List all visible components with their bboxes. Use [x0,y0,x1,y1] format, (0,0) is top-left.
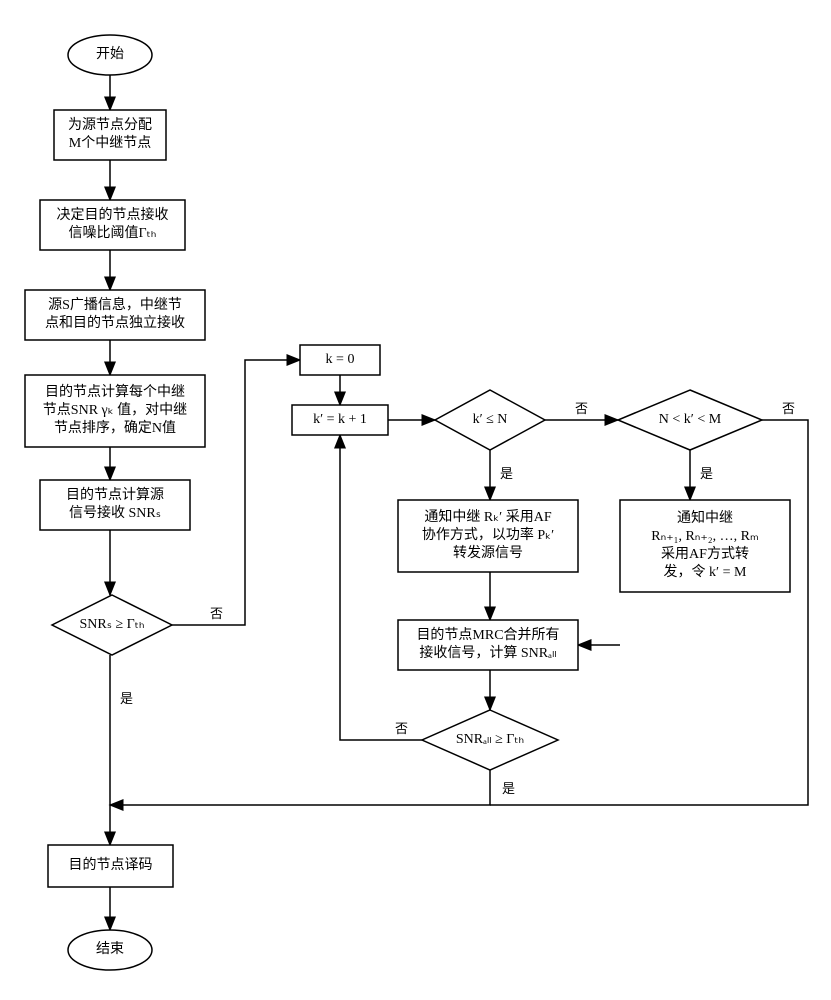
node-b5: 目的节点计算源信号接收 SNRₛ [40,480,190,530]
svg-text:结束: 结束 [96,941,124,957]
edge-label-17: 否 [395,721,408,736]
flowchart: 开始为源节点分配 M个中继节点决定目的节点接收信噪比阈值Γₜₕ 源S广播信息，中继节… [0,0,831,1000]
node-b8: 通知中继 Rₙ₊₁, Rₙ₊₂, …, Rₘ 采用AF方式转发，令 k′ = M [620,500,790,592]
svg-text:目的节点计算每个中继: 目的节点计算每个中继 [45,384,185,400]
svg-text:源S广播信息，中继节: 源S广播信息，中继节 [48,296,182,313]
svg-text:协作方式，以功率 Pₖ′: 协作方式，以功率 Pₖ′ [422,526,554,543]
svg-text:决定目的节点接收: 决定目的节点接收 [57,206,169,223]
edge-label-13: 是 [700,466,713,481]
node-b9: 目的节点MRC合并所有接收信号，计算 SNRₐₗₗ [398,620,578,670]
svg-text:目的节点计算源: 目的节点计算源 [66,487,164,503]
node-b3: 源S广播信息，中继节点和目的节点独立接收 [25,290,205,340]
node-d4: SNRₐₗₗ ≥ Γₜₕ [422,710,558,770]
svg-text:采用AF方式转: 采用AF方式转 [661,546,749,562]
node-b1: 为源节点分配 M个中继节点 [54,110,166,160]
svg-text:k′ ≤ N: k′ ≤ N [473,412,508,427]
svg-text:目的节点MRC合并所有: 目的节点MRC合并所有 [416,627,559,643]
node-b7: 通知中继 Rₖ′ 采用AF协作方式，以功率 Pₖ′ 转发源信号 [398,500,578,572]
edge-18 [110,770,490,805]
svg-text:发，令 k′ = M: 发，令 k′ = M [664,564,747,580]
svg-text:k = 0: k = 0 [326,352,355,367]
edge-17 [340,435,422,740]
svg-text:M个中继节点: M个中继节点 [69,135,151,151]
svg-text:点和目的节点独立接收: 点和目的节点独立接收 [45,314,185,331]
node-k0: k = 0 [300,345,380,375]
node-d2: k′ ≤ N [435,390,545,450]
node-kinc: k′ = k + 1 [292,405,388,435]
svg-text:k′ = k + 1: k′ = k + 1 [313,412,367,427]
svg-text:Rₙ₊₁, Rₙ₊₂, …, Rₘ: Rₙ₊₁, Rₙ₊₂, …, Rₘ [651,529,758,544]
node-b2: 决定目的节点接收信噪比阈值Γₜₕ [40,200,185,250]
svg-text:目的节点译码: 目的节点译码 [69,857,153,873]
svg-text:转发源信号: 转发源信号 [453,545,523,561]
edge-label-6: 是 [120,691,133,706]
svg-text:信号接收 SNRₛ: 信号接收 SNRₛ [69,504,161,521]
node-end: 结束 [68,930,152,970]
svg-text:通知中继: 通知中继 [677,509,733,526]
node-b4: 目的节点计算每个中继节点SNR γₖ 值，对中继节点排序，确定N值 [25,375,205,447]
edge-label-18: 是 [502,781,515,796]
svg-text:节点SNR γₖ 值，对中继: 节点SNR γₖ 值，对中继 [43,402,187,418]
node-start: 开始 [68,35,152,75]
svg-text:为源节点分配: 为源节点分配 [68,117,152,133]
edge-label-19: 否 [782,401,795,416]
edge-label-12: 是 [500,466,513,481]
svg-text:开始: 开始 [96,46,124,62]
svg-text:SNRₛ ≥ Γₜₕ: SNRₛ ≥ Γₜₕ [79,617,144,632]
node-d1: SNRₛ ≥ Γₜₕ [52,595,172,655]
edge-label-8: 否 [210,606,223,621]
svg-text:SNRₐₗₗ ≥ Γₜₕ: SNRₐₗₗ ≥ Γₜₕ [456,732,524,747]
node-d3: N < k′ < M [618,390,762,450]
edge-label-11: 否 [575,401,588,416]
svg-text:N < k′ < M: N < k′ < M [659,412,722,427]
svg-text:节点排序，确定N值: 节点排序，确定N值 [54,420,176,436]
node-b6: 目的节点译码 [48,845,173,887]
svg-text:信噪比阈值Γₜₕ: 信噪比阈值Γₜₕ [69,225,157,241]
svg-text:接收信号，计算 SNRₐₗₗ: 接收信号，计算 SNRₐₗₗ [419,644,556,661]
svg-text:通知中继 Rₖ′ 采用AF: 通知中继 Rₖ′ 采用AF [424,508,551,525]
